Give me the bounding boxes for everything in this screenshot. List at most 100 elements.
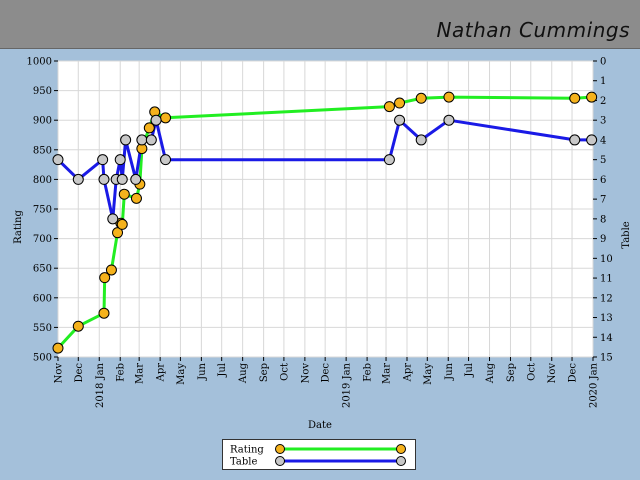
table-point: [145, 134, 157, 146]
y2-tick-label: 13: [600, 313, 613, 324]
y2-tick-label: 4: [600, 135, 606, 146]
y2-tick-label: 2: [600, 96, 606, 107]
rating-point: [98, 307, 110, 319]
x-tick-label: Aug: [238, 362, 249, 384]
rating-point: [112, 227, 124, 239]
legend-marker-rating: [396, 444, 406, 454]
x-tick-label: Mar: [135, 363, 146, 384]
left-axis: 500 550 600 650 700 750 800 850 900 950 1000: [27, 57, 58, 364]
y2-tick-label: 1: [600, 76, 606, 87]
x-tick-label: May: [176, 363, 187, 385]
x-tick-label: Aug: [485, 362, 496, 384]
y2-tick-label: 0: [600, 57, 606, 68]
y2-tick-label: 15: [600, 353, 613, 364]
table-point: [136, 134, 148, 146]
x-tick-label: Oct: [526, 363, 537, 381]
player-name: Nathan Cummings: [436, 18, 630, 42]
rating-point: [72, 320, 84, 332]
rating-point: [143, 122, 155, 134]
rating-point: [383, 101, 395, 113]
rating-point: [99, 272, 111, 284]
y-tick-label: 700: [33, 234, 52, 245]
x-tick-label: Dec: [568, 363, 579, 383]
x-tick-label: Nov: [300, 363, 311, 384]
x-tick-label: Mar: [382, 363, 393, 384]
x-tick-label: Jul: [464, 363, 475, 378]
y2-tick-label: 9: [600, 234, 606, 245]
y-tick-label: 900: [33, 116, 52, 127]
table-point: [72, 173, 84, 185]
y2-axis-title: Table: [621, 221, 632, 248]
x-tick-label: Dec: [321, 363, 332, 383]
x-tick-label: Sep: [506, 363, 517, 382]
table-point: [586, 134, 598, 146]
y2-tick-label: 10: [600, 254, 613, 265]
y-tick-label: 950: [33, 86, 52, 97]
y-tick-label: 850: [33, 145, 52, 156]
table-point: [383, 154, 395, 166]
y2-tick-label: 6: [600, 175, 606, 186]
x-tick-label: 2020 Jan: [589, 362, 600, 408]
table-point: [98, 173, 110, 185]
legend: Rating Table: [222, 439, 416, 470]
series-markers: [52, 91, 598, 354]
x-tick-label: Feb: [363, 363, 374, 382]
legend-label-rating: Rating: [230, 445, 264, 456]
table-point: [97, 154, 109, 166]
y-tick-label: 650: [33, 264, 52, 275]
x-tick-label: Apr: [403, 363, 414, 383]
y2-tick-label: 5: [600, 155, 606, 166]
y-tick-label: 750: [33, 205, 52, 216]
rating-point: [394, 97, 406, 109]
y-tick-label: 600: [33, 293, 52, 304]
y2-tick-label: 3: [600, 116, 606, 127]
x-tick-label: Nov: [547, 363, 558, 384]
chart-header: Nathan Cummings: [0, 0, 640, 49]
y2-tick-label: 8: [600, 214, 606, 225]
table-point: [120, 134, 132, 146]
rating-point: [586, 91, 598, 103]
rating-point: [160, 112, 172, 124]
rating-point: [569, 92, 581, 104]
y2-tick-label: 11: [600, 274, 613, 285]
rating-point: [105, 264, 117, 276]
y-axis-title: Rating: [13, 210, 24, 244]
legend-marker-table: [396, 456, 406, 466]
table-point: [107, 213, 119, 225]
x-tick-label: Oct: [279, 363, 290, 381]
rating-point: [130, 192, 142, 204]
legend-label-table: Table: [230, 457, 257, 468]
table-point: [160, 154, 172, 166]
y2-tick-label: 7: [600, 195, 606, 206]
x-tick-label: May: [423, 363, 434, 385]
table-point: [569, 134, 581, 146]
table-point: [130, 173, 142, 185]
table-point: [415, 134, 427, 146]
table-point: [394, 114, 406, 126]
legend-marker-table: [275, 456, 285, 466]
rating-point: [415, 92, 427, 104]
rating-point: [52, 342, 64, 354]
table-point: [52, 154, 64, 166]
table-point: [443, 114, 455, 126]
x-tick-label: Jun: [197, 362, 208, 380]
table-point: [116, 173, 128, 185]
legend-marker-rating: [275, 444, 285, 454]
x-tick-label: Jun: [444, 362, 455, 380]
y-tick-label: 1000: [27, 57, 52, 68]
x-axis: Nov Dec 2018 Jan Feb Mar Apr May Jun Jul Aug Sep Oc…: [54, 357, 600, 408]
table-point: [114, 154, 126, 166]
x-tick-label: Nov: [54, 363, 65, 384]
rating-point: [118, 188, 130, 200]
x-tick-label: Feb: [116, 363, 127, 382]
y2-tick-label: 14: [600, 333, 613, 344]
x-tick-label: 2019 Jan: [342, 362, 353, 408]
y2-tick-label: 12: [600, 293, 613, 304]
x-tick-label: 2018 Jan: [95, 362, 106, 408]
y-tick-label: 500: [33, 353, 52, 364]
x-axis-title: Date: [308, 420, 332, 431]
rating-point: [116, 218, 128, 230]
